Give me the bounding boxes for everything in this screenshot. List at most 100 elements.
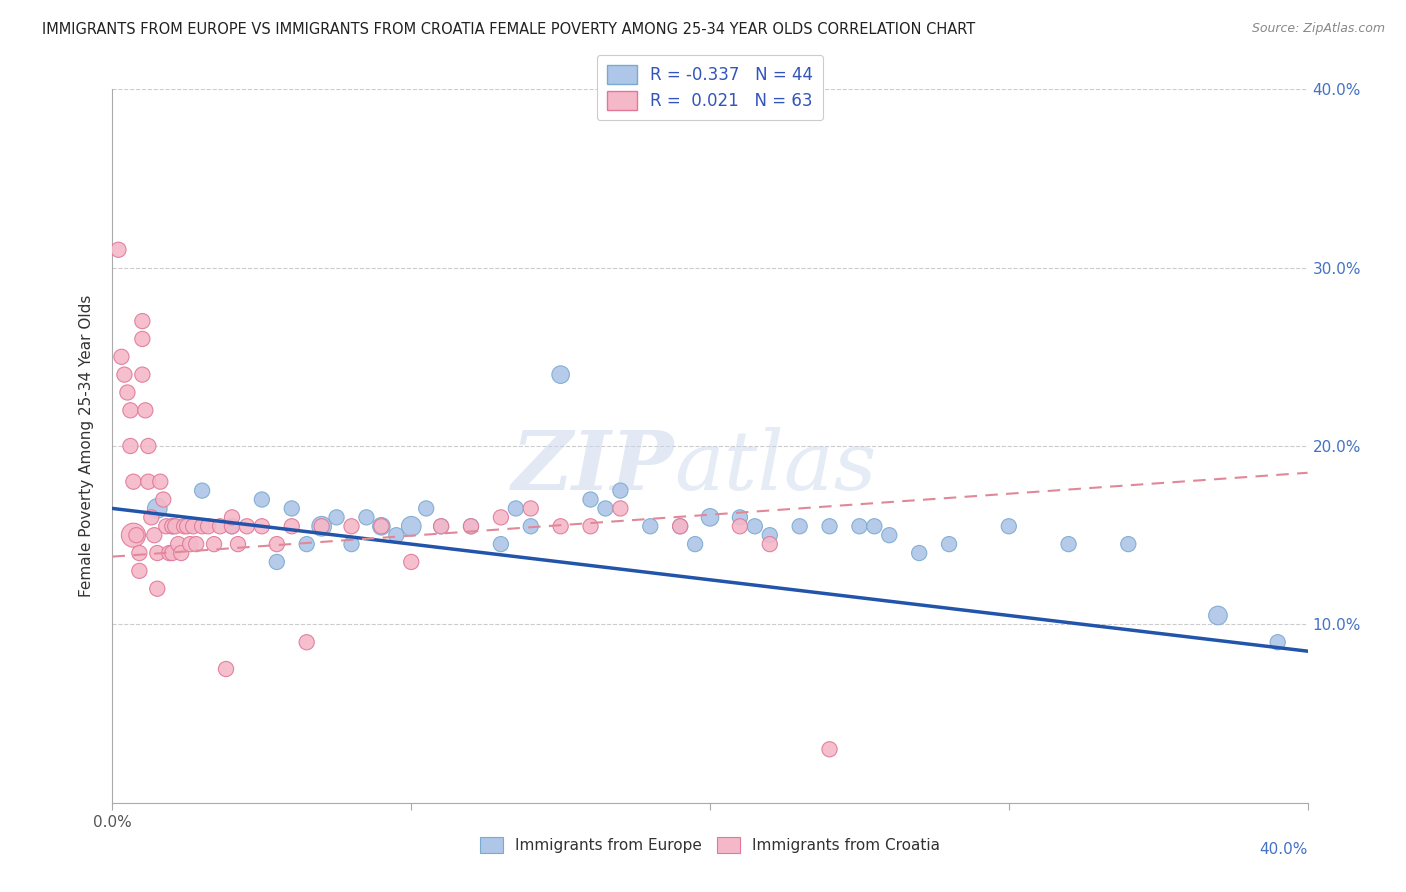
Point (579, 519, 602, 533)
Point (669, 519, 692, 533)
Point (311, 519, 333, 533)
Point (520, 519, 543, 533)
Point (759, 528, 782, 542)
Point (131, 314, 153, 328)
Point (162, 519, 183, 533)
Point (110, 350, 132, 364)
Point (430, 519, 453, 533)
Point (209, 519, 232, 533)
Point (1206, 608, 1229, 623)
Point (609, 501, 631, 516)
Point (818, 519, 841, 533)
Point (579, 492, 602, 507)
Point (128, 546, 150, 560)
Point (595, 501, 617, 516)
Point (266, 537, 288, 551)
Point (744, 519, 766, 533)
Point (683, 537, 706, 551)
Point (998, 519, 1021, 533)
Text: ZIP: ZIP (512, 427, 675, 508)
Point (250, 492, 273, 507)
Point (1267, 635, 1289, 649)
Point (550, 519, 572, 533)
Point (155, 519, 177, 533)
Point (141, 510, 163, 524)
Point (131, 332, 153, 346)
Point (191, 483, 214, 498)
Point (162, 546, 183, 560)
Point (460, 519, 482, 533)
Point (281, 519, 304, 533)
Point (122, 528, 145, 542)
Point (165, 519, 187, 533)
Point (117, 385, 139, 400)
Point (295, 537, 318, 551)
Point (162, 519, 183, 533)
Point (669, 519, 692, 533)
Point (340, 519, 363, 533)
Point (489, 537, 512, 551)
Point (340, 537, 363, 551)
Point (186, 537, 208, 551)
Point (401, 519, 423, 533)
Point (415, 501, 437, 516)
Point (759, 537, 782, 551)
Point (197, 519, 219, 533)
Point (489, 510, 512, 524)
Point (149, 475, 172, 489)
Y-axis label: Female Poverty Among 25-34 Year Olds: Female Poverty Among 25-34 Year Olds (79, 295, 94, 597)
Point (114, 368, 135, 382)
Point (460, 519, 482, 533)
Point (146, 501, 169, 516)
Point (236, 519, 259, 533)
Point (152, 492, 174, 507)
Point (226, 537, 249, 551)
Point (146, 582, 169, 596)
Point (170, 546, 193, 560)
Point (550, 368, 572, 382)
Point (134, 403, 156, 417)
Text: IMMIGRANTS FROM EUROPE VS IMMIGRANTS FROM CROATIA FEMALE POVERTY AMONG 25-34 YEA: IMMIGRANTS FROM EUROPE VS IMMIGRANTS FRO… (42, 22, 976, 37)
Point (250, 519, 273, 533)
Point (131, 368, 153, 382)
Point (505, 501, 527, 516)
Point (640, 519, 662, 533)
Point (728, 519, 751, 533)
Point (520, 501, 543, 516)
Point (143, 528, 166, 542)
Point (728, 510, 751, 524)
Point (609, 483, 631, 498)
Point (789, 519, 811, 533)
Point (401, 555, 423, 569)
Point (221, 510, 243, 524)
Point (938, 537, 960, 551)
Point (120, 439, 142, 453)
Point (311, 519, 333, 533)
Point (295, 635, 318, 649)
Point (221, 519, 243, 533)
Point (125, 528, 148, 542)
Point (138, 439, 160, 453)
Legend: Immigrants from Europe, Immigrants from Croatia: Immigrants from Europe, Immigrants from … (474, 831, 946, 859)
Point (356, 510, 378, 524)
Point (167, 537, 190, 551)
Point (176, 519, 198, 533)
Point (128, 564, 150, 578)
Point (191, 519, 214, 533)
Point (848, 519, 870, 533)
Point (818, 742, 841, 756)
Point (138, 475, 160, 489)
Text: Source: ZipAtlas.com: Source: ZipAtlas.com (1251, 22, 1385, 36)
Point (181, 519, 204, 533)
Point (863, 519, 886, 533)
Point (325, 510, 347, 524)
Point (908, 546, 931, 560)
Point (385, 528, 408, 542)
Text: 40.0%: 40.0% (1260, 842, 1308, 857)
Point (221, 519, 243, 533)
Point (120, 403, 142, 417)
Point (266, 555, 288, 569)
Point (179, 537, 201, 551)
Point (202, 537, 225, 551)
Point (699, 510, 721, 524)
